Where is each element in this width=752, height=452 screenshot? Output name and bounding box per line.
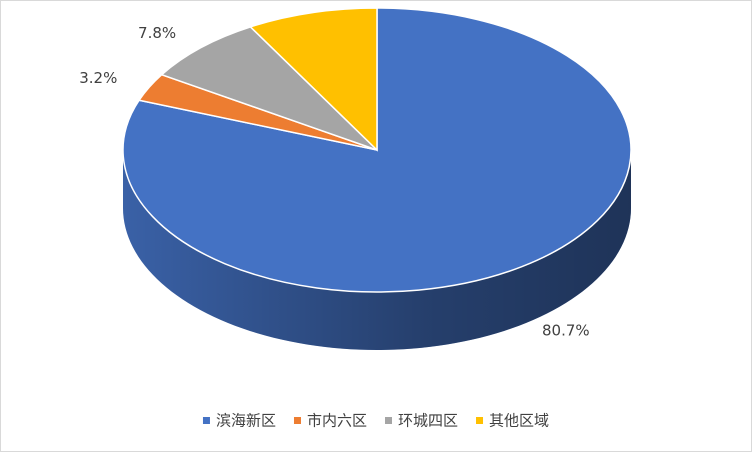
legend-marker — [476, 417, 484, 424]
data-label: 7.8% — [138, 24, 176, 42]
pie-tops — [122, 7, 632, 293]
slice-side-shade — [123, 150, 631, 350]
legend-marker — [293, 417, 301, 424]
slice — [249, 7, 378, 152]
data-label: 80.7% — [542, 322, 590, 340]
legend-label: 市内六区 — [307, 412, 367, 430]
data-label: 8.3% — [283, 0, 321, 2]
legend-label: 滨海新区 — [216, 412, 276, 430]
legend-marker — [202, 417, 210, 424]
legend-label: 其他区域 — [489, 412, 549, 430]
legend-label: 环城四区 — [398, 412, 458, 430]
legend: 滨海新区 市内六区 环城四区 其他区域 — [202, 412, 549, 430]
slice — [160, 26, 378, 151]
legend-marker — [385, 417, 392, 424]
data-label: 3.2% — [79, 69, 117, 87]
data-labels: 80.7% 3.2% 7.8% 8.3% — [79, 0, 589, 340]
pie-sides — [123, 150, 631, 350]
